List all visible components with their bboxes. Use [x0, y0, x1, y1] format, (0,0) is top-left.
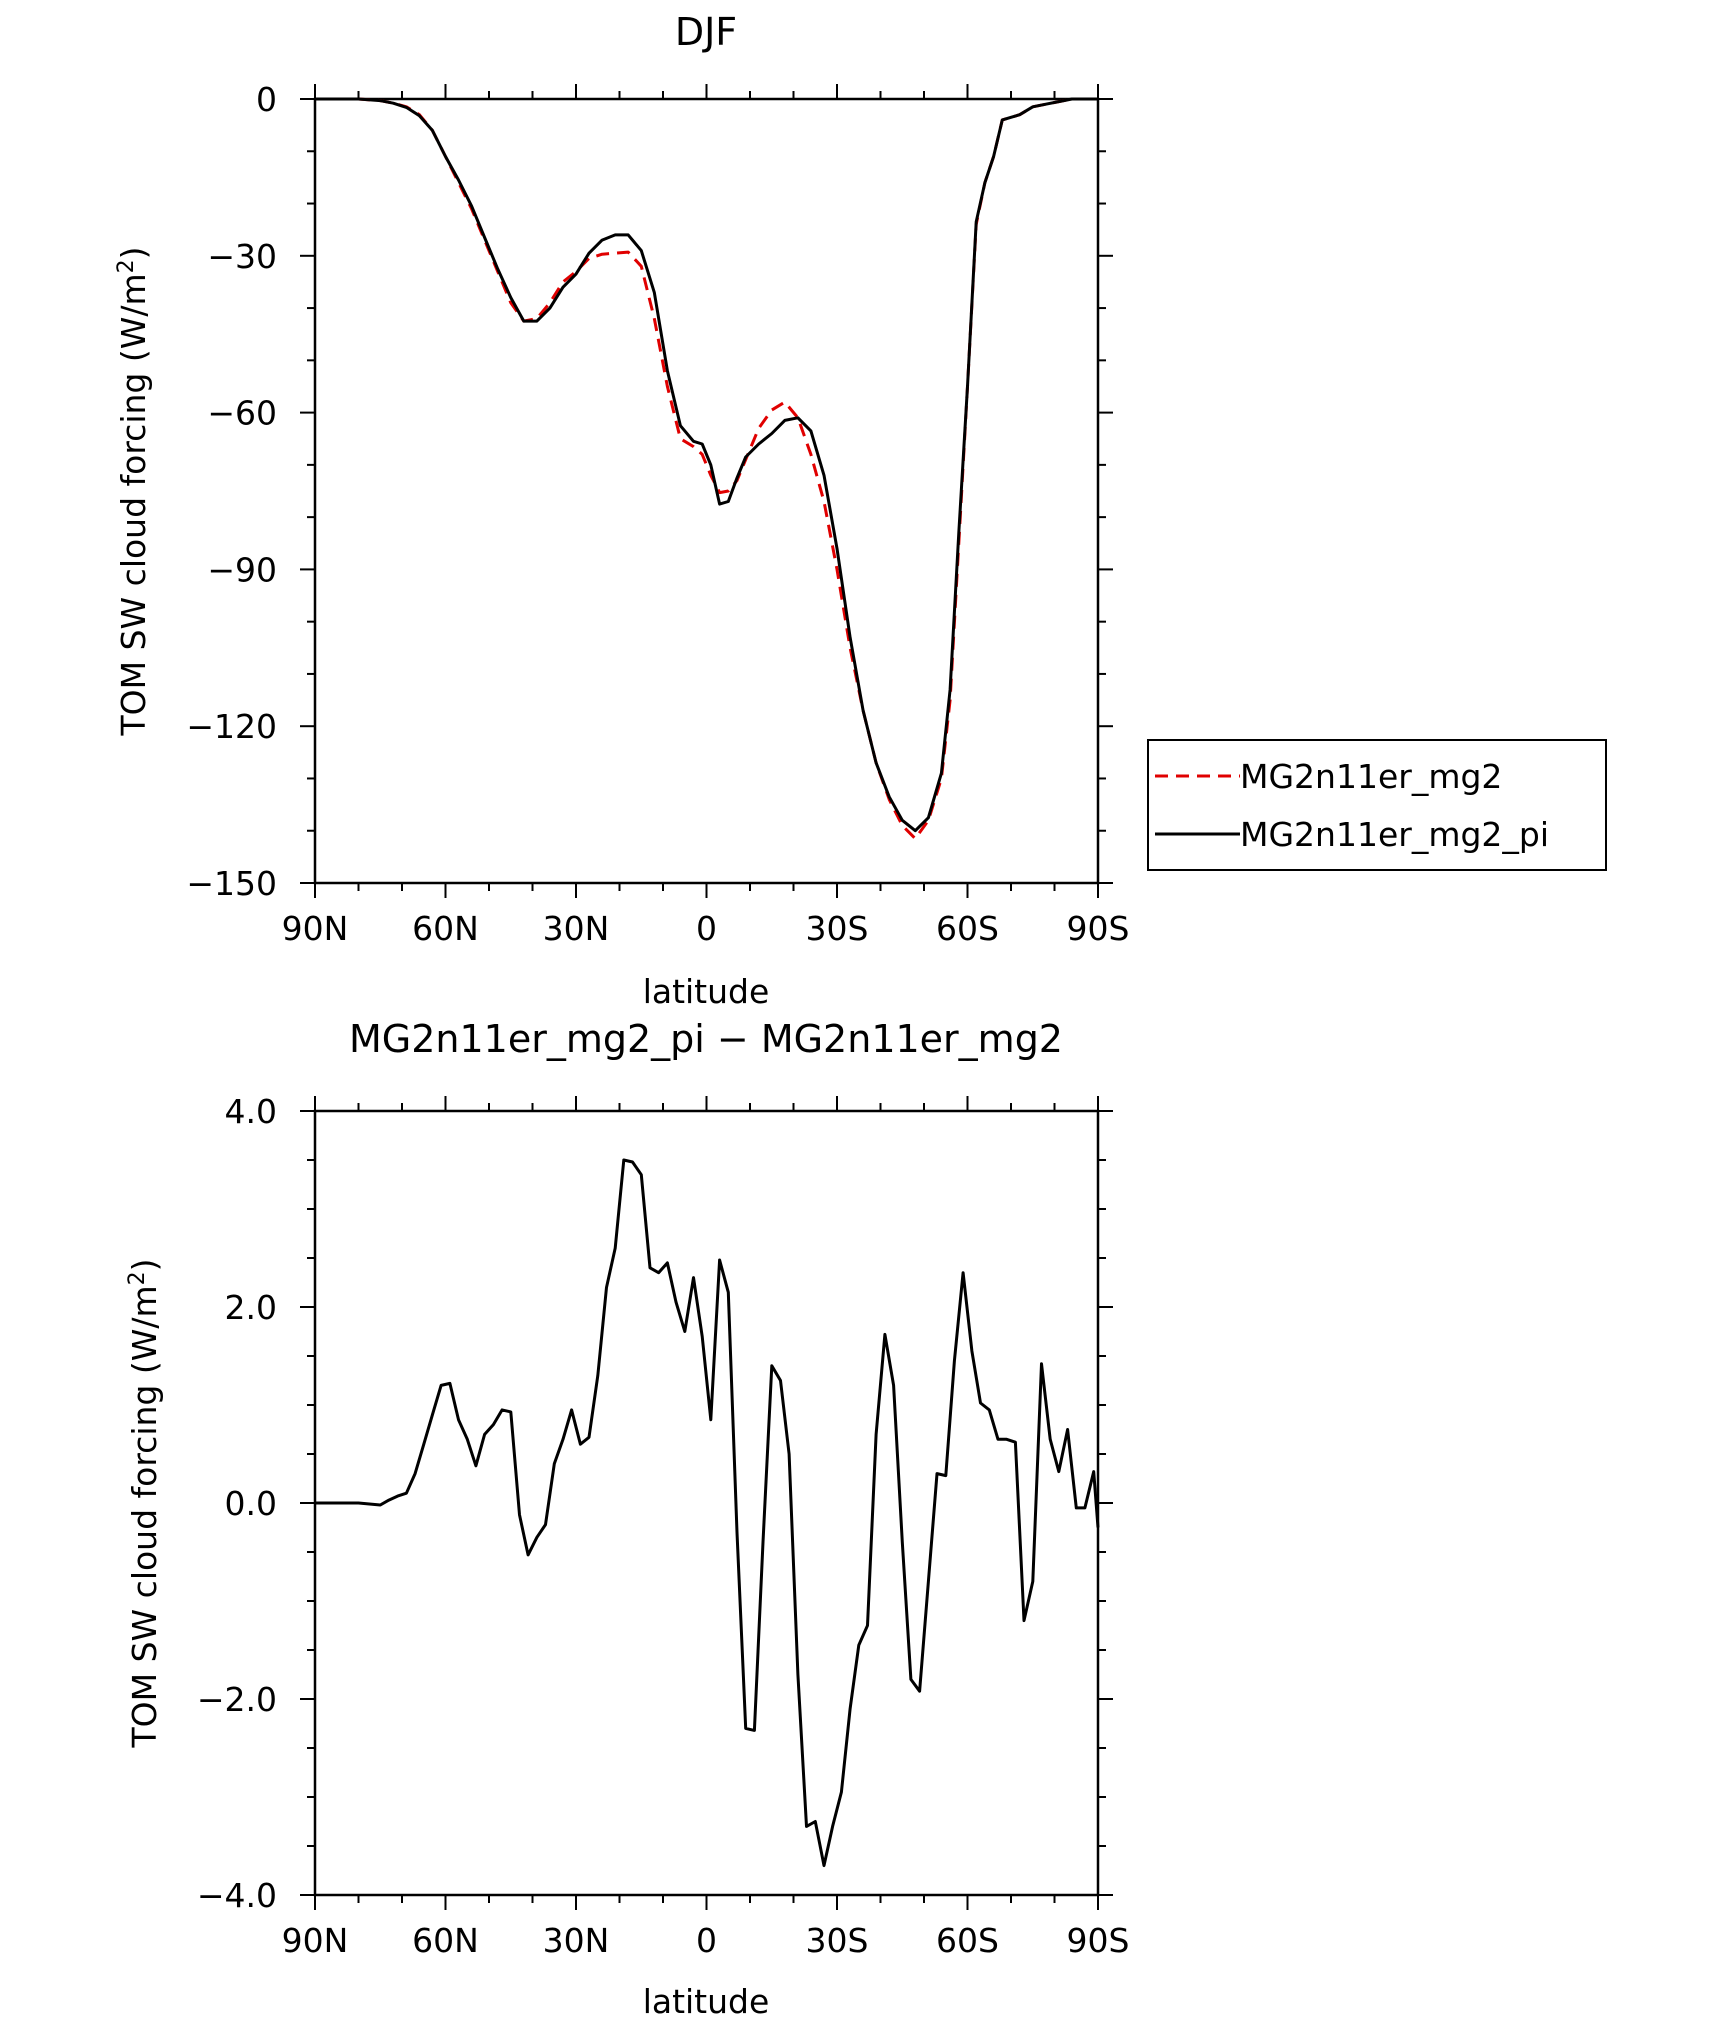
top-y-axis-title: TOM SW cloud forcing (W/m2): [114, 247, 153, 737]
legend-label-mg2-pi: MG2n11er_mg2_pi: [1240, 815, 1549, 854]
top-x-axis-title: latitude: [643, 972, 770, 1011]
top-x-tick-label: 90S: [1067, 909, 1130, 948]
top-y-axis-title-close: ): [114, 247, 153, 260]
top-panel: DJF 90N 60N 30N 0 30S 60S 90S 0 −30 −60 −90 −120 −15…: [114, 10, 1607, 1011]
top-y-tick-label: −150: [186, 864, 277, 903]
top-series-layer: [315, 97, 1098, 841]
bottom-series-line-0: [315, 1158, 1100, 1868]
bottom-y-tick-label: 2.0: [225, 1288, 277, 1327]
bottom-x-tick-label: 60N: [412, 1921, 479, 1960]
top-y-tick-label: −30: [207, 237, 277, 276]
bottom-panel: MG2n11er_mg2_pi − MG2n11er_mg2 90N 60N 30N…: [125, 1017, 1129, 2021]
bottom-x-tick-label: 30S: [806, 1921, 869, 1960]
legend-label-mg2: MG2n11er_mg2: [1240, 757, 1502, 796]
top-y-axis-title-sup: 2: [114, 259, 139, 273]
top-legend: MG2n11er_mg2 MG2n11er_mg2_pi: [1147, 739, 1607, 871]
bottom-plot-frame: [313, 1109, 1100, 1897]
top-x-tick-label: 90N: [282, 909, 349, 948]
top-y-tick-label: 0: [256, 80, 277, 119]
bottom-ticks: 90N 60N 30N 0 30S 60S 90S 4.0 2.0 0.0 −2.0 −4.0: [197, 1092, 1130, 1960]
bottom-y-axis-title-main: TOM SW cloud forcing (W/m: [125, 1285, 164, 1748]
top-series-line-1: [315, 97, 1098, 833]
top-x-tick-label: 30S: [806, 909, 869, 948]
bottom-y-tick-label: −4.0: [197, 1876, 277, 1915]
bottom-x-tick-label: 60S: [936, 1921, 999, 1960]
bottom-y-axis-title-sup: 2: [125, 1271, 150, 1285]
bottom-series-layer: [315, 1158, 1100, 1868]
bottom-chart-title: MG2n11er_mg2_pi − MG2n11er_mg2: [349, 1017, 1063, 1061]
top-y-tick-label: −90: [207, 550, 277, 589]
top-ticks: 90N 60N 30N 0 30S 60S 90S 0 −30 −60 −90 −120 −150: [186, 80, 1129, 948]
bottom-x-tick-label: 90S: [1067, 1921, 1130, 1960]
bottom-y-tick-label: 0.0: [225, 1484, 277, 1523]
top-y-axis-title-main: TOM SW cloud forcing (W/m: [114, 273, 153, 736]
bottom-y-axis-title: TOM SW cloud forcing (W/m2): [125, 1259, 164, 1749]
top-x-tick-label: 0: [696, 909, 717, 948]
bottom-y-axis-title-close: ): [125, 1259, 164, 1272]
bottom-y-tick-label: 4.0: [225, 1092, 277, 1131]
bottom-x-axis-title: latitude: [643, 1982, 770, 2021]
top-x-tick-label: 60N: [412, 909, 479, 948]
top-chart-title: DJF: [675, 10, 737, 54]
top-plot-frame: [313, 97, 1100, 885]
top-series-line-0: [315, 97, 1098, 841]
bottom-x-tick-label: 90N: [282, 1921, 349, 1960]
top-y-tick-label: −120: [186, 707, 277, 746]
bottom-x-tick-label: 0: [696, 1921, 717, 1960]
top-x-tick-label: 60S: [936, 909, 999, 948]
top-x-tick-label: 30N: [543, 909, 610, 948]
bottom-y-tick-label: −2.0: [197, 1680, 277, 1719]
legend-box: [1147, 739, 1607, 871]
bottom-x-tick-label: 30N: [543, 1921, 610, 1960]
top-y-tick-label: −60: [207, 394, 277, 433]
